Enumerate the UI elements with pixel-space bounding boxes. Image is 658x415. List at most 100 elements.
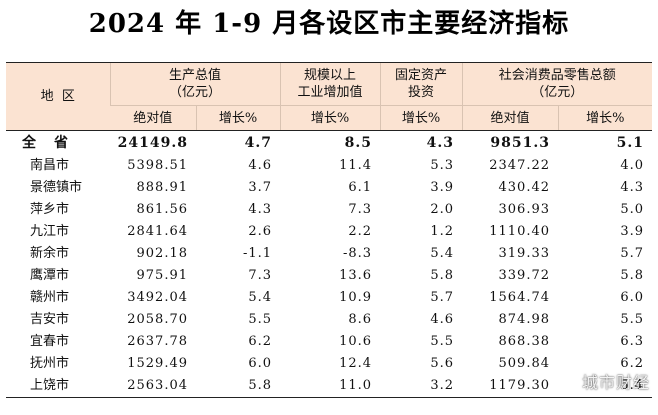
retail-value: 868.38 xyxy=(498,334,551,349)
gdp-growth: 4.7 xyxy=(244,135,273,151)
gdp-growth: 7.3 xyxy=(248,268,273,283)
table-body: 全省 24149.8 4.7 8.5 4.3 9851.3 5.1 南昌市 53… xyxy=(6,131,653,398)
retail-value: 9851.3 xyxy=(490,135,551,151)
retail-value: 306.93 xyxy=(498,202,551,217)
table-row: 景德镇市 888.91 3.7 6.1 3.9 430.42 4.3 xyxy=(6,177,652,199)
gdp-growth: 4.6 xyxy=(248,158,273,173)
gdp-value: 24149.8 xyxy=(117,135,188,151)
industry-growth: 11.0 xyxy=(280,375,381,398)
region-name: 宜春市 xyxy=(30,334,70,349)
gdp-value: 2058.70 xyxy=(127,312,188,327)
retail-value: 319.33 xyxy=(498,246,551,261)
header-gdp-growth: 增长% xyxy=(195,105,281,131)
gdp-value: 902.18 xyxy=(136,246,188,261)
table-row: 新余市 902.18 -1.1 -8.3 5.4 319.33 5.7 xyxy=(6,243,652,265)
region-name: 萍乡市 xyxy=(30,202,70,217)
gdp-value: 5398.51 xyxy=(127,158,188,173)
table-row: 萍乡市 861.56 4.3 7.3 2.0 306.93 5.0 xyxy=(6,199,652,221)
industry-growth: 7.3 xyxy=(348,202,373,217)
retail-growth: 5.4 xyxy=(558,375,653,398)
table-row: 鹰潭市 975.91 7.3 13.6 5.8 339.72 5.8 xyxy=(6,265,652,287)
region-name: 鹰潭市 xyxy=(30,268,70,283)
table-row: 南昌市 5398.51 4.6 11.4 5.3 2347.22 4.0 xyxy=(6,155,652,177)
retail-value: 430.42 xyxy=(498,180,551,195)
region-name: 赣州市 xyxy=(30,290,70,305)
retail-growth: 5.0 xyxy=(620,202,645,217)
industry-growth: 12.4 xyxy=(339,356,373,371)
retail-growth: 6.2 xyxy=(620,356,645,371)
industry-growth: 8.5 xyxy=(344,135,373,151)
industry-growth: 8.6 xyxy=(348,312,373,327)
retail-value: 874.98 xyxy=(498,312,551,327)
investment-growth: 2.0 xyxy=(430,202,455,217)
gdp-growth: 5.4 xyxy=(248,290,273,305)
industry-growth: 2.2 xyxy=(348,224,373,239)
retail-growth: 3.9 xyxy=(620,224,645,239)
table-header: 地 区 生产总值 （亿元） 规模以上 工业增加值 固定资产 投资 社会消费品零售… xyxy=(6,62,653,131)
header-retail-abs: 绝对值 xyxy=(461,105,559,131)
investment-growth: 5.4 xyxy=(430,246,455,261)
header-retail-growth: 增长% xyxy=(557,105,653,131)
header-region: 地 区 xyxy=(6,62,110,131)
industry-growth: 13.6 xyxy=(339,268,373,283)
gdp-growth: 3.7 xyxy=(248,180,273,195)
retail-growth: 5.7 xyxy=(620,246,645,261)
retail-growth: 5.8 xyxy=(620,268,645,283)
industry-growth: 6.1 xyxy=(348,180,373,195)
gdp-value: 3492.04 xyxy=(127,290,188,305)
page-title: 2024 年 1-9 月各设区市主要经济指标 xyxy=(88,9,570,39)
industry-growth: 10.6 xyxy=(339,334,373,349)
retail-growth: 6.0 xyxy=(620,290,645,305)
gdp-growth: 5.8 xyxy=(196,375,281,398)
investment-growth: 5.7 xyxy=(430,290,455,305)
gdp-growth: -1.1 xyxy=(242,246,273,261)
investment-growth: 3.2 xyxy=(380,375,463,398)
header-gdp-abs: 绝对值 xyxy=(110,105,196,131)
header-industry-group: 规模以上 工业增加值 xyxy=(279,62,381,106)
gdp-value: 2563.04 xyxy=(110,375,196,398)
investment-growth: 4.3 xyxy=(426,135,455,151)
header-investment-group: 固定资产 投资 xyxy=(379,62,463,106)
gdp-value: 2841.64 xyxy=(127,224,188,239)
investment-growth: 3.9 xyxy=(430,180,455,195)
investment-growth: 4.6 xyxy=(430,312,455,327)
retail-value: 1564.74 xyxy=(489,290,551,305)
table-row-total: 全省 24149.8 4.7 8.5 4.3 9851.3 5.1 xyxy=(6,131,652,156)
retail-value: 509.84 xyxy=(498,356,551,371)
header-retail-group: 社会消费品零售总额 （亿元） xyxy=(461,62,653,106)
retail-value: 1179.30 xyxy=(462,375,559,398)
industry-growth: 10.9 xyxy=(339,290,373,305)
gdp-growth: 6.0 xyxy=(248,356,273,371)
gdp-value: 975.91 xyxy=(136,268,188,283)
header-industry-growth: 增长% xyxy=(279,105,381,131)
region-name: 景德镇市 xyxy=(30,180,83,195)
table-row: 九江市 2841.64 2.6 2.2 1.2 1110.40 3.9 xyxy=(6,221,652,243)
watermark-text: 城市财经 xyxy=(581,373,650,392)
retail-growth: 4.3 xyxy=(620,180,645,195)
industry-growth: 11.4 xyxy=(339,158,373,173)
investment-growth: 1.2 xyxy=(430,224,455,239)
retail-value: 339.72 xyxy=(498,268,551,283)
gdp-value: 861.56 xyxy=(136,202,188,217)
retail-value: 2347.22 xyxy=(489,158,551,173)
investment-growth: 5.5 xyxy=(430,334,455,349)
table-row: 上饶市 2563.04 5.8 11.0 3.2 1179.30 5.4 xyxy=(6,375,653,398)
economic-indicators-table: 地 区 生产总值 （亿元） 规模以上 工业增加值 固定资产 投资 社会消费品零售… xyxy=(6,62,653,398)
table-row: 宜春市 2637.78 6.2 10.6 5.5 868.38 6.3 xyxy=(6,331,652,353)
header-gdp-group: 生产总值 （亿元） xyxy=(109,62,281,106)
industry-growth: -8.3 xyxy=(342,246,373,261)
header-investment-growth: 增长% xyxy=(379,105,463,131)
region-name: 全省 xyxy=(22,135,86,151)
retail-growth: 5.1 xyxy=(616,135,645,151)
gdp-growth: 2.6 xyxy=(248,224,273,239)
retail-growth: 5.5 xyxy=(620,312,645,327)
retail-growth: 6.3 xyxy=(620,334,645,349)
gdp-value: 2637.78 xyxy=(127,334,188,349)
region-name: 新余市 xyxy=(30,246,70,261)
retail-value: 1110.40 xyxy=(489,224,551,239)
region-name: 抚州市 xyxy=(30,356,70,371)
table-row: 抚州市 1529.49 6.0 12.4 5.6 509.84 6.2 xyxy=(6,353,652,375)
gdp-growth: 4.3 xyxy=(248,202,273,217)
gdp-value: 888.91 xyxy=(136,180,188,195)
region-name: 吉安市 xyxy=(30,312,70,327)
